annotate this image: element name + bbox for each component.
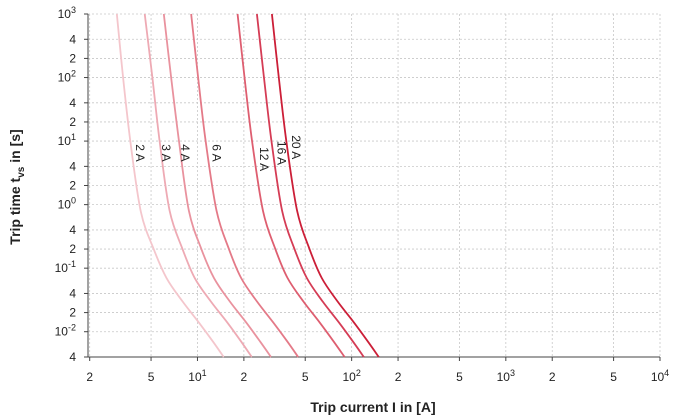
series-label-6a: 6 A [209, 144, 223, 161]
y-tick-label-2: 2 [69, 306, 76, 320]
tick-labels: 2 5 101 2 5 102 2 5 103 2 5 104410-22410-1241002410… [55, 5, 670, 384]
x-axis-title: Trip current I in [A] [310, 399, 435, 415]
y-tick-label-14: 2 [69, 51, 76, 65]
series-line-6a [190, 13, 299, 358]
y-tick-label-11: 2 [69, 115, 76, 129]
y-axis-title-sub: vs [16, 166, 27, 178]
y-tick-label-13: 102 [58, 69, 76, 85]
series-label-3a: 3 A [159, 144, 173, 161]
series-group [115, 13, 380, 358]
y-tick-label-0: 4 [69, 350, 76, 364]
series-line-4a [162, 13, 272, 358]
y-tick-label-12: 4 [69, 96, 76, 110]
series-label-12a: 12 A [257, 147, 271, 171]
series-line-16a [256, 13, 365, 358]
y-tick-label-1: 10-2 [55, 323, 76, 339]
y-axis-title: Trip time tvs in [s] [7, 129, 27, 244]
curve-labels: 2 A 3 A 4 A 6 A 12 A 16 A 20 A [133, 135, 303, 171]
x-tick-label-4: 5 [302, 370, 309, 384]
y-tick-label-5: 2 [69, 242, 76, 256]
y-tick-label-9: 4 [69, 159, 76, 173]
grid [88, 13, 661, 358]
y-axis-title-main: Trip time t [7, 177, 23, 244]
y-tick-label-6: 4 [69, 223, 76, 237]
axes [84, 13, 661, 361]
y-axis-title-tail: in [s] [7, 129, 23, 166]
series-line-2a [115, 13, 225, 358]
y-tick-label-4: 10-1 [55, 259, 76, 275]
x-tick-label-8: 103 [497, 368, 515, 384]
y-tick-label-10: 101 [58, 132, 76, 148]
x-tick-label-7: 5 [456, 370, 463, 384]
x-tick-label-9: 2 [549, 370, 556, 384]
y-tick-label-7: 100 [58, 196, 76, 212]
y-tick-label-16: 103 [58, 5, 76, 21]
x-tick-label-0: 2 [86, 370, 93, 384]
series-line-3a [143, 13, 253, 358]
x-tick-label-5: 102 [342, 368, 360, 384]
series-label-16a: 16 A [274, 141, 288, 165]
x-tick-label-6: 2 [395, 370, 402, 384]
x-tick-label-3: 2 [241, 370, 248, 384]
x-tick-label-10: 5 [610, 370, 617, 384]
series-line-20a [271, 13, 380, 358]
x-tick-label-1: 5 [148, 370, 155, 384]
series-line-12a [236, 13, 346, 358]
y-tick-label-3: 4 [69, 286, 76, 300]
series-label-2a: 2 A [133, 144, 147, 161]
x-tick-label-11: 104 [651, 368, 669, 384]
series-label-20a: 20 A [289, 135, 303, 159]
y-tick-label-8: 2 [69, 179, 76, 193]
series-label-4a: 4 A [178, 144, 192, 161]
y-tick-label-15: 4 [69, 32, 76, 46]
x-tick-label-2: 101 [188, 368, 206, 384]
